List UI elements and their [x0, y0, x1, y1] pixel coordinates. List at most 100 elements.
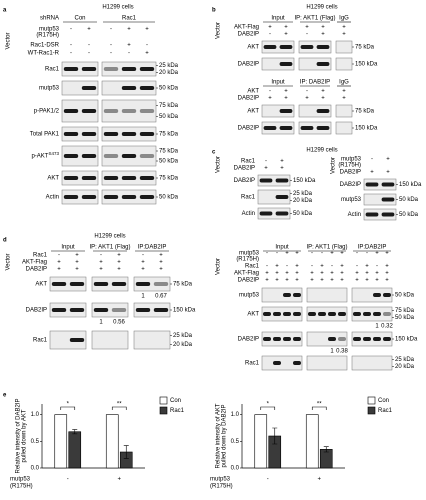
sign: +	[365, 278, 369, 284]
band	[318, 312, 326, 316]
band	[279, 126, 293, 130]
sign: +	[295, 271, 299, 277]
blot-frame	[261, 104, 295, 118]
band	[381, 197, 395, 202]
kda-label: 50 kDa	[395, 293, 415, 299]
band	[273, 361, 281, 365]
significance-label: **	[117, 402, 122, 408]
band	[81, 154, 97, 158]
kda-label: 75 kDa	[355, 109, 375, 115]
sign: +	[340, 271, 344, 277]
band	[373, 293, 381, 297]
blot-frame	[257, 189, 291, 205]
x-tick-label: +	[317, 477, 321, 483]
sign: +	[268, 25, 272, 31]
group-label: Con	[74, 16, 85, 22]
row-label: mutp53	[239, 251, 260, 257]
x-axis-label: (R175H)	[10, 484, 33, 490]
kda-label: 20 kDa	[173, 342, 193, 348]
group-label: IP:DAB2IP	[358, 245, 387, 251]
band	[103, 67, 119, 71]
sign: +	[159, 260, 163, 266]
blot-label: Actin	[348, 212, 361, 218]
kda-label: 75 kDa	[159, 149, 179, 155]
band	[103, 132, 119, 136]
band	[121, 86, 137, 90]
sign: -	[128, 51, 130, 57]
legend-swatch	[159, 396, 168, 405]
band	[373, 337, 381, 341]
band	[363, 312, 371, 316]
band	[275, 211, 289, 216]
sign: +	[321, 32, 325, 38]
sign: +	[342, 96, 346, 102]
kda-label: 150 kDa	[399, 182, 422, 188]
group-label: IP:DAB2IP	[138, 245, 167, 251]
significance-bracket	[260, 406, 276, 410]
blot-label: DAB2IP	[234, 178, 255, 184]
row-label: (R175H)	[36, 33, 59, 39]
blot-frame	[261, 331, 303, 347]
sign: +	[386, 170, 390, 176]
blot-label: Rac1	[245, 361, 260, 367]
band	[383, 337, 391, 341]
blot-frame	[261, 57, 295, 71]
kda-label: 25 kDa	[395, 357, 415, 363]
sign: +	[375, 271, 379, 277]
sign: -	[321, 251, 323, 257]
sign: -	[356, 264, 358, 270]
sign: +	[265, 271, 269, 277]
sign: +	[127, 27, 131, 33]
x-tick-label: +	[117, 477, 121, 483]
band	[103, 195, 119, 199]
band	[111, 282, 127, 286]
sign: +	[385, 264, 389, 270]
panel-label: a	[3, 8, 7, 14]
sign: +	[330, 271, 334, 277]
y-axis-label: pulled down by AKT	[22, 409, 28, 462]
significance-bracket	[111, 406, 127, 410]
sign: +	[285, 251, 289, 257]
sign: +	[340, 278, 344, 284]
blot-frame	[306, 287, 348, 303]
blot-frame	[351, 355, 393, 371]
band	[69, 338, 85, 342]
band	[279, 45, 293, 49]
band	[121, 176, 137, 180]
band	[293, 361, 301, 365]
sign: +	[340, 251, 344, 257]
sign: -	[100, 253, 102, 259]
band	[121, 132, 137, 136]
band	[121, 154, 137, 158]
group-label: IP: AKT1 (Flag)	[89, 245, 130, 251]
sign: +	[342, 89, 346, 95]
band	[121, 67, 137, 71]
sign: +	[264, 166, 268, 172]
band	[63, 132, 79, 136]
row-label: DAB2IP	[340, 170, 361, 176]
row-label: Rac1	[33, 253, 48, 259]
blot-label: DAB2IP	[238, 62, 259, 68]
blot-frame	[298, 121, 332, 135]
blot-frame	[61, 145, 99, 167]
band	[63, 195, 79, 199]
sign: +	[370, 170, 374, 176]
band	[81, 67, 97, 71]
sign: +	[117, 253, 121, 259]
band	[81, 176, 97, 180]
blot-frame	[261, 40, 295, 54]
sign: +	[340, 264, 344, 270]
sign: +	[75, 253, 79, 259]
sign: +	[320, 264, 324, 270]
blot-label: mutp53	[239, 293, 260, 299]
band	[63, 109, 79, 113]
panel-label: d	[3, 238, 7, 244]
kda-label: 75 kDa	[395, 308, 415, 314]
sign: +	[385, 251, 389, 257]
panel-label: c	[212, 150, 216, 156]
group-label: IgG	[339, 16, 349, 22]
sign: +	[117, 260, 121, 266]
sign: +	[321, 89, 325, 95]
sign: -	[110, 51, 112, 57]
sign: -	[266, 264, 268, 270]
